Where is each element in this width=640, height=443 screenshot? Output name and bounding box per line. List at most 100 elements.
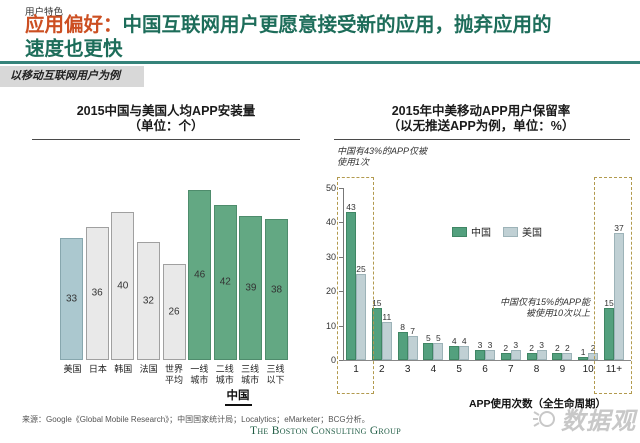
- x-label-line: 三线: [266, 364, 285, 374]
- right-x-label-3: 3: [404, 364, 411, 375]
- left-bar-三线以下: 38: [265, 219, 288, 360]
- legend: 中国 美国: [452, 224, 542, 239]
- watermark-sun-icon: [533, 410, 555, 427]
- bar-value-label: 26: [168, 306, 180, 318]
- bar-美国-3: 7: [407, 326, 418, 360]
- header-rule: [0, 61, 640, 64]
- bar-美国-10: 2: [588, 343, 599, 360]
- legend-swatch-中国: [452, 226, 467, 237]
- y-tick-label: 30: [325, 251, 336, 262]
- right-chart-bars: 43 25 15 11 8 7 5 5 4 4 3 3 2 3 2 3 2 2 1 2 15 37: [346, 188, 624, 360]
- eyebrow-label: 用户特色: [25, 7, 64, 18]
- right-chart-title: 2015年中美移动APP用户保留率: [391, 104, 571, 118]
- bar-中国-4: 5: [423, 333, 434, 360]
- x-label-line: 日本: [88, 364, 107, 374]
- subtitle-band-label: 以移动互联网用户为例: [10, 70, 120, 82]
- bar-value-label: 3: [513, 339, 519, 350]
- y-tick-mark: [339, 325, 343, 327]
- watermark-text: 数据观: [561, 408, 636, 435]
- left-bar-二线城市: 42: [213, 204, 237, 360]
- y-tick-label: 40: [325, 217, 336, 228]
- bar-美国-8: 3: [536, 340, 547, 360]
- bar-value-label: 37: [614, 222, 624, 233]
- x-label-line: 美国: [63, 364, 82, 374]
- bar-美国-4: 5: [433, 333, 444, 360]
- x-label-line: 一线: [190, 364, 209, 374]
- y-tick-label: 20: [325, 286, 336, 297]
- bar-中国-7: 2: [500, 343, 511, 360]
- right-x-label-1: 1: [353, 364, 359, 375]
- bar-value-label: 33: [65, 293, 78, 305]
- left-x-label-世界平均: 世界 平均: [162, 364, 187, 385]
- legend-item-中国: 中国: [452, 224, 491, 239]
- left-bar-世界平均: 26: [162, 263, 186, 360]
- bar-value-label: 11: [382, 312, 392, 323]
- left-x-label-三线以下: 三线 以下: [263, 364, 288, 385]
- bar-中国-11+: 15: [603, 298, 614, 360]
- x-label-line: 平均: [164, 374, 183, 385]
- title-line-1: 应用偏好：中国互联网用户更愿意接受新的应用，抛弃应用的: [25, 14, 635, 38]
- left-bar-韩国: 40: [111, 212, 135, 360]
- left-bar-一线城市: 46: [188, 189, 212, 360]
- x-axis-line: [339, 360, 631, 361]
- x-label-line: 韩国: [114, 364, 133, 374]
- right-x-label-9: 9: [559, 364, 566, 375]
- y-tick-mark: [339, 256, 343, 258]
- bar-美国-7: 3: [510, 340, 521, 360]
- bar-中国-3: 8: [397, 322, 408, 360]
- highlight-box-usage-1: [337, 177, 374, 394]
- annotation-used-ten-plus: 中国仅有15%的APP能 被使用10次以上: [455, 297, 590, 319]
- y-tick-mark: [339, 360, 343, 361]
- left-bar-三线城市: 39: [239, 215, 263, 360]
- bar-中国-2: 15: [371, 298, 382, 360]
- china-group-label: 中国: [224, 387, 252, 406]
- title-highlight: 应用偏好：: [25, 14, 123, 36]
- y-tick-mark: [339, 188, 343, 189]
- left-x-label-日本: 日本: [85, 364, 110, 385]
- bar-value-label: 2: [503, 343, 509, 354]
- left-x-label-一线城市: 一线 城市: [187, 364, 212, 385]
- bar-value-label: 5: [426, 332, 431, 343]
- bar-美国-6: 3: [484, 340, 495, 360]
- annotation-used-ten-plus-line2: 被使用10次以上: [525, 308, 590, 318]
- bar-value-label: 15: [372, 298, 382, 309]
- bar-value-label: 1: [580, 346, 586, 357]
- china-group-bracket: 中国: [186, 386, 290, 406]
- left-x-label-韩国: 韩国: [111, 364, 136, 385]
- annotation-used-once-line1: 中国有43%的APP仅被: [337, 146, 428, 156]
- bar-group-2: 15 11: [371, 298, 392, 360]
- bar-value-label: 5: [436, 332, 441, 343]
- bar-group-1: 43 25: [346, 202, 366, 360]
- bar-value-label: 2: [529, 343, 534, 354]
- right-chart-subtitle: （以无推送APP为例，单位：%）: [387, 119, 575, 133]
- legend-swatch-美国: [503, 226, 518, 237]
- bar-value-label: 2: [590, 343, 596, 354]
- legend-label-美国: 美国: [522, 228, 542, 239]
- bar-value-label: 4: [451, 336, 457, 347]
- right-chart-x-axis-title: APP使用次数（全生命周期）: [468, 398, 607, 410]
- right-x-label-11+: 11+: [605, 364, 623, 375]
- left-title-underline: [32, 139, 300, 140]
- y-tick-mark: [339, 291, 343, 293]
- bar-美国-9: 2: [562, 343, 573, 360]
- y-tick-label: 0: [330, 355, 336, 365]
- left-x-label-二线城市: 二线 城市: [212, 364, 237, 385]
- legend-item-美国: 美国: [503, 224, 542, 239]
- left-x-label-美国: 美国: [60, 364, 85, 385]
- bar-中国-9: 2: [552, 343, 563, 360]
- bar-value-label: 2: [565, 343, 570, 354]
- bar-中国-5: 4: [449, 336, 460, 360]
- annotation-used-once: 中国有43%的APP仅被 使用1次: [337, 146, 427, 168]
- page-title: 应用偏好：中国互联网用户更愿意接受新的应用，抛弃应用的 速度也更快: [25, 14, 635, 61]
- bar-value-label: 2: [555, 343, 560, 354]
- bar-美国-2: 11: [381, 312, 392, 360]
- left-x-label-三线城市: 三线 城市: [238, 364, 263, 385]
- y-tick-label: 10: [325, 320, 336, 331]
- right-x-label-2: 2: [379, 364, 385, 375]
- right-x-label-10: 10: [582, 364, 594, 375]
